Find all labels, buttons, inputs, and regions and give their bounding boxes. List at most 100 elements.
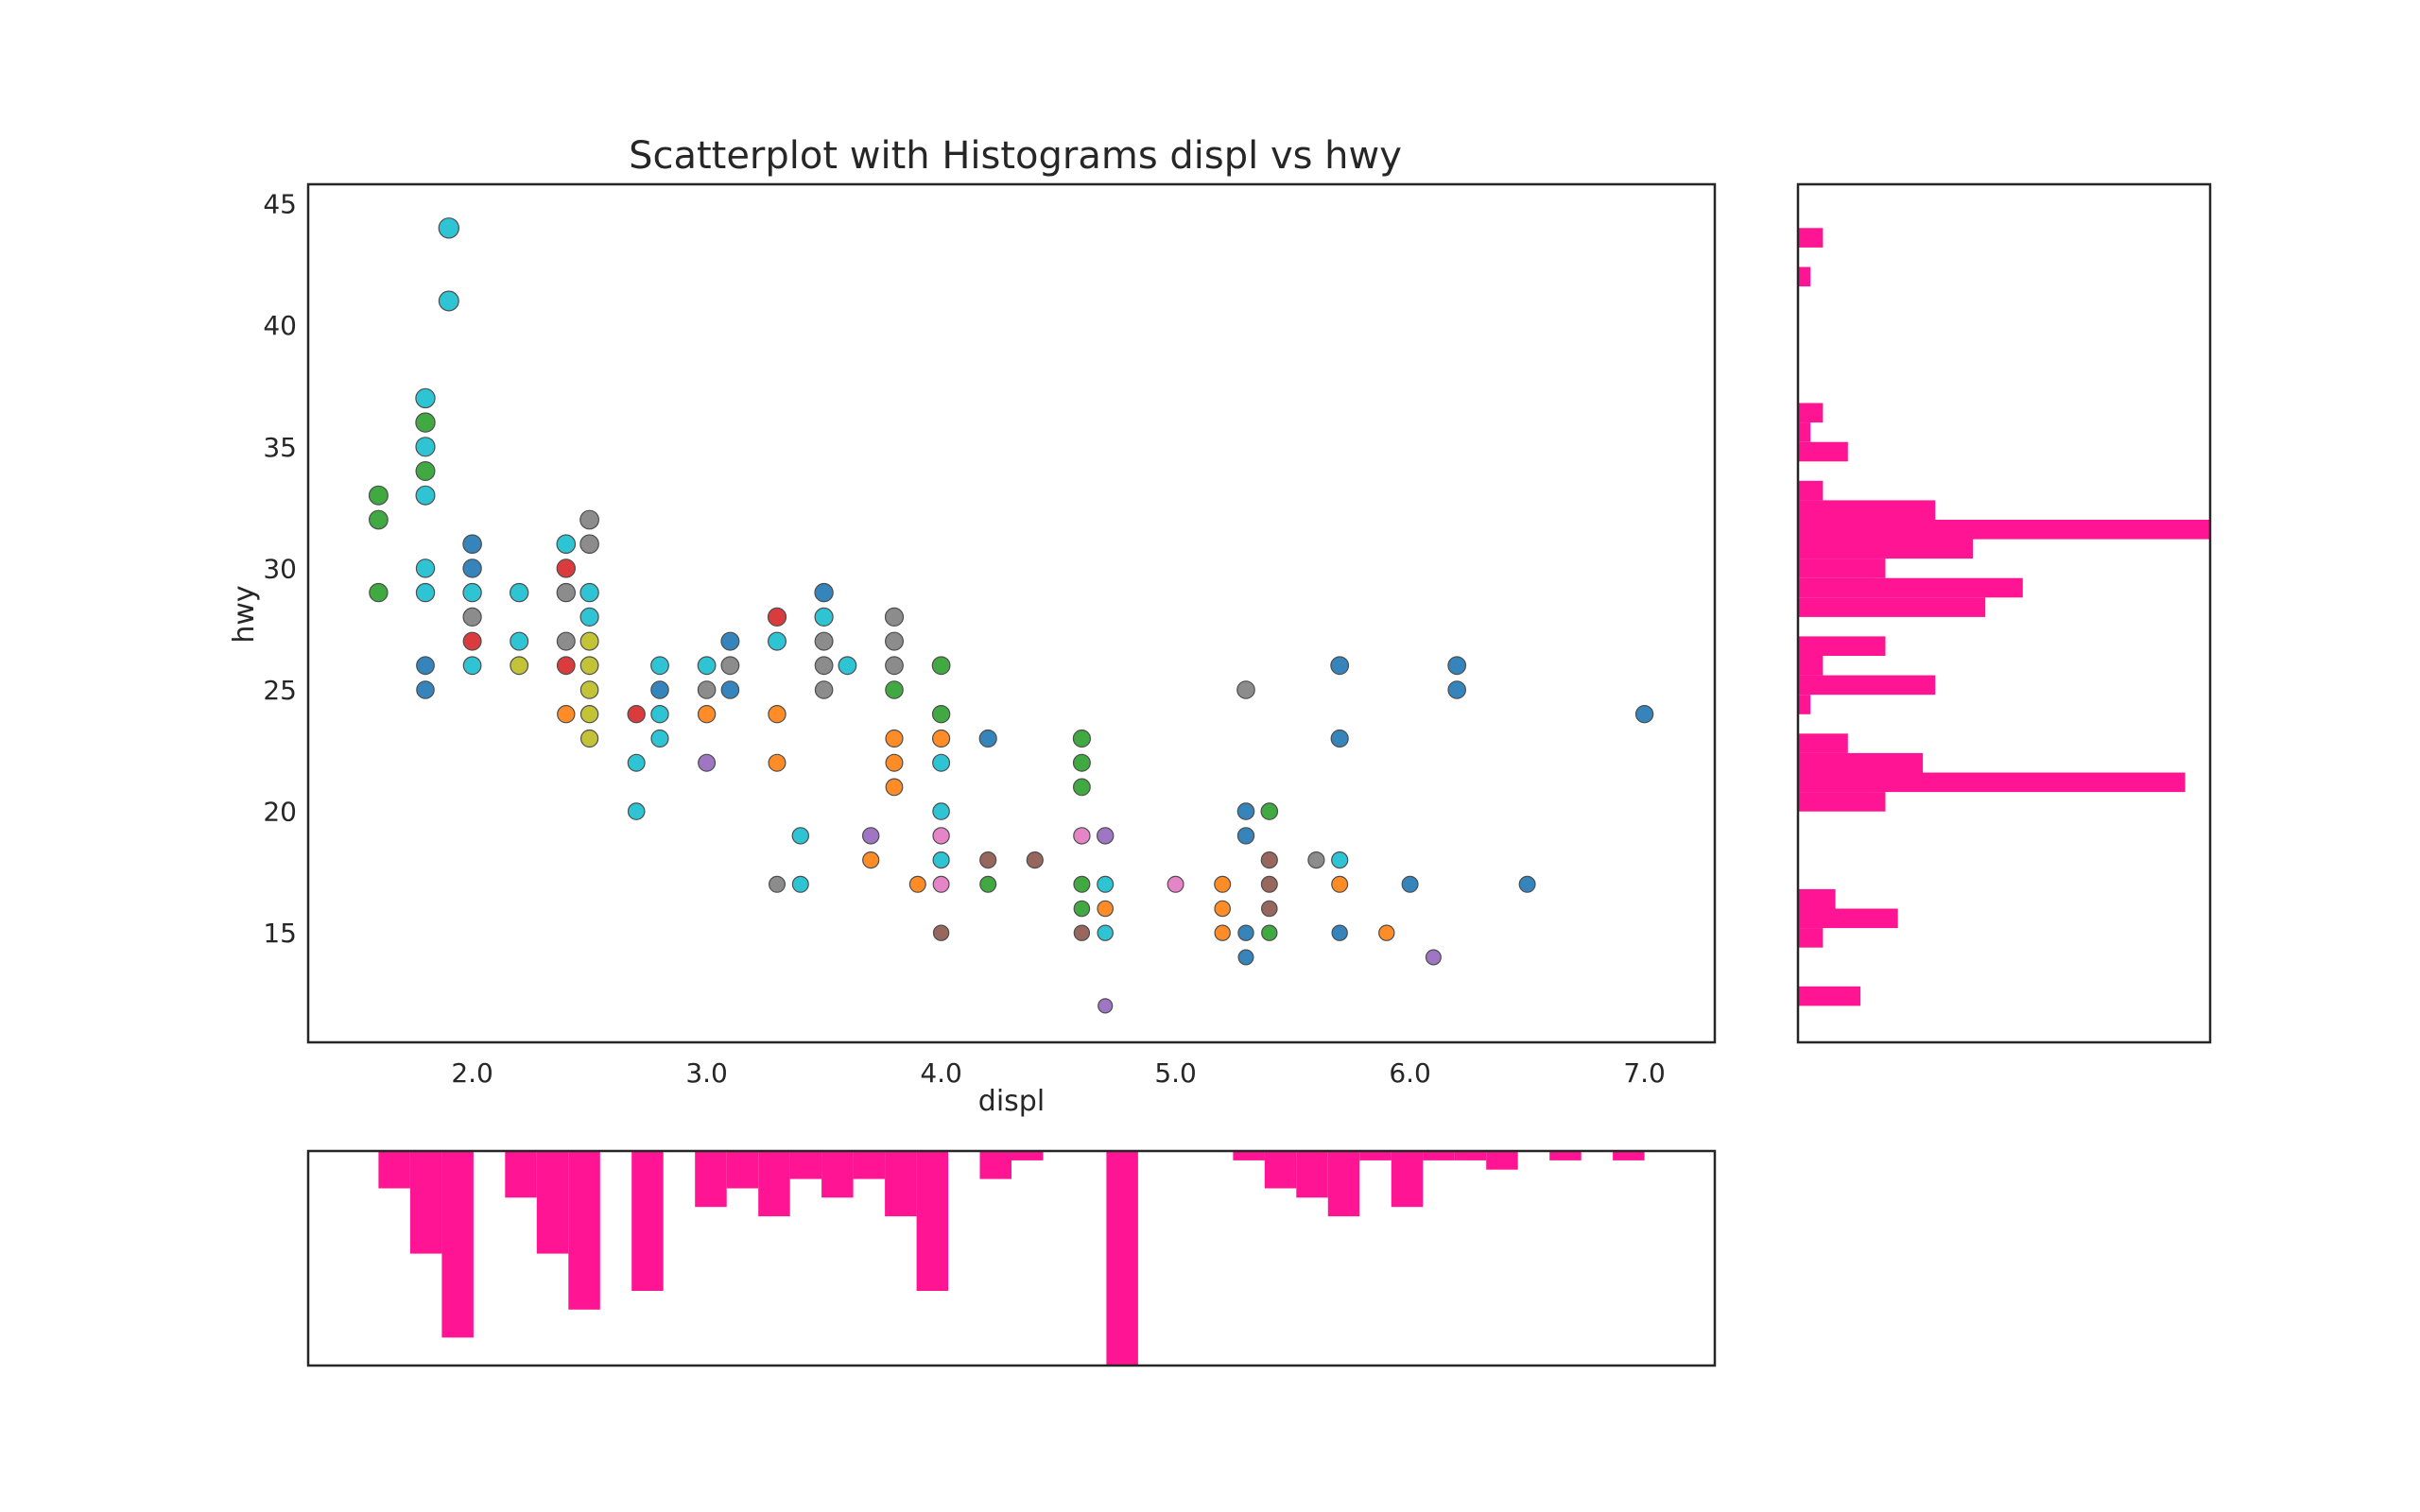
scatter-point bbox=[1026, 850, 1044, 869]
scatter-point bbox=[579, 680, 599, 699]
scatter-point bbox=[579, 656, 599, 676]
scatter-point bbox=[838, 656, 857, 676]
hwy-histogram-bar bbox=[1798, 656, 1824, 676]
scatter-point bbox=[1261, 924, 1278, 941]
y-tick-label: 30 bbox=[263, 553, 297, 584]
scatter-point bbox=[862, 827, 880, 845]
scatter-point bbox=[1237, 924, 1254, 941]
x-tick-label: 3.0 bbox=[685, 1057, 728, 1089]
displ-histogram-bar bbox=[1423, 1151, 1455, 1160]
y-tick-labels: 15 20 25 30 35 40 45 bbox=[263, 189, 297, 950]
scatter-point bbox=[932, 850, 950, 869]
displ-histogram-bar bbox=[441, 1151, 474, 1338]
scatter-point bbox=[885, 680, 904, 699]
displ-histogram-bar bbox=[1486, 1151, 1518, 1170]
scatter-point bbox=[1401, 875, 1419, 893]
scatter-point bbox=[885, 656, 904, 676]
scatter-point bbox=[1331, 924, 1348, 941]
hwy-histogram-bar bbox=[1798, 480, 1824, 501]
y-axis-label: hwy bbox=[228, 585, 261, 643]
scatter-point bbox=[979, 850, 997, 869]
scatter-point bbox=[1072, 729, 1092, 748]
scatter-point bbox=[1073, 827, 1091, 845]
scatter-point bbox=[369, 509, 389, 530]
scatter-point bbox=[1260, 875, 1278, 893]
displ-histogram-bar bbox=[568, 1151, 600, 1310]
scatter-point bbox=[1260, 850, 1278, 869]
scatter-point bbox=[932, 924, 950, 941]
displ-histogram-bar bbox=[1011, 1151, 1044, 1160]
scatter-point bbox=[1072, 778, 1091, 797]
scatter-point bbox=[462, 534, 482, 554]
scatter-point bbox=[462, 558, 482, 578]
x-tick-label: 5.0 bbox=[1154, 1057, 1197, 1089]
scatter-point bbox=[932, 753, 951, 772]
scatter-point bbox=[438, 217, 459, 239]
scatter-point bbox=[885, 729, 904, 748]
y-tick-label: 35 bbox=[263, 432, 297, 463]
displ-histogram-bar bbox=[631, 1151, 664, 1291]
scatter-point bbox=[862, 850, 880, 869]
scatter-point bbox=[698, 753, 717, 772]
scatter-point bbox=[627, 705, 646, 724]
scatter-point bbox=[579, 705, 599, 724]
displ-histogram-bar bbox=[695, 1151, 727, 1208]
scatter-point bbox=[1330, 656, 1350, 676]
scatter-point bbox=[1331, 850, 1349, 869]
hwy-histogram-bar bbox=[1798, 266, 1811, 287]
scatter-point bbox=[579, 534, 599, 554]
scatter-point bbox=[767, 607, 787, 627]
displ-histogram-bar bbox=[1296, 1151, 1328, 1198]
scatter-point bbox=[908, 875, 926, 893]
scatter-point bbox=[932, 875, 950, 893]
displ-histogram-frame bbox=[306, 1149, 1717, 1367]
scatter-point bbox=[720, 656, 740, 676]
scatter-point bbox=[1260, 802, 1279, 820]
scatter-point bbox=[814, 607, 834, 627]
scatter-point bbox=[579, 607, 599, 627]
hwy-histogram-bar bbox=[1798, 500, 1936, 520]
scatter-point bbox=[1330, 729, 1349, 748]
scatter-point bbox=[885, 778, 904, 797]
displ-histogram-bar bbox=[885, 1151, 917, 1217]
scatter-point bbox=[627, 753, 646, 772]
y-tick-label: 20 bbox=[263, 797, 297, 828]
y-tick-label: 40 bbox=[263, 310, 297, 341]
scatter-point bbox=[931, 656, 951, 676]
y-tick-label: 45 bbox=[263, 189, 297, 220]
scatter-point bbox=[931, 705, 951, 724]
x-tick-label: 2.0 bbox=[451, 1057, 493, 1089]
displ-histogram-bar bbox=[1454, 1151, 1487, 1160]
hwy-histogram-bar bbox=[1798, 772, 2186, 793]
scatter-point bbox=[1214, 900, 1231, 918]
scatter-point bbox=[697, 680, 717, 699]
displ-histogram-panel bbox=[306, 1149, 1717, 1367]
scatter-point bbox=[1425, 949, 1442, 966]
y-tick-label: 25 bbox=[263, 675, 297, 706]
scatter-point bbox=[767, 631, 786, 651]
scatter-point bbox=[884, 607, 905, 627]
scatter-point bbox=[510, 582, 529, 603]
scatter-point bbox=[720, 631, 740, 651]
scatter-point bbox=[814, 631, 834, 651]
scatter-point bbox=[579, 631, 599, 651]
scatter-point bbox=[1098, 998, 1114, 1014]
scatter-point bbox=[510, 631, 529, 651]
scatter-frame bbox=[306, 182, 1717, 1044]
y-tick-label: 15 bbox=[263, 918, 297, 949]
scatter-points bbox=[368, 217, 1654, 1014]
hwy-histogram-bar bbox=[1798, 733, 1848, 753]
hwy-histogram-bar bbox=[1798, 908, 1898, 929]
scatter-point bbox=[1378, 924, 1395, 941]
hwy-histogram-bar bbox=[1798, 675, 1936, 696]
hwy-histogram-bar bbox=[1798, 792, 1886, 812]
scatter-point bbox=[627, 802, 646, 820]
scatter-point bbox=[814, 680, 834, 699]
scatter-point bbox=[1307, 850, 1325, 869]
hwy-histogram-bar bbox=[1798, 597, 1986, 617]
scatter-point bbox=[1518, 875, 1536, 893]
scatter-point bbox=[697, 705, 717, 724]
hwy-histogram-bar bbox=[1798, 695, 1811, 714]
scatter-point bbox=[932, 827, 950, 845]
